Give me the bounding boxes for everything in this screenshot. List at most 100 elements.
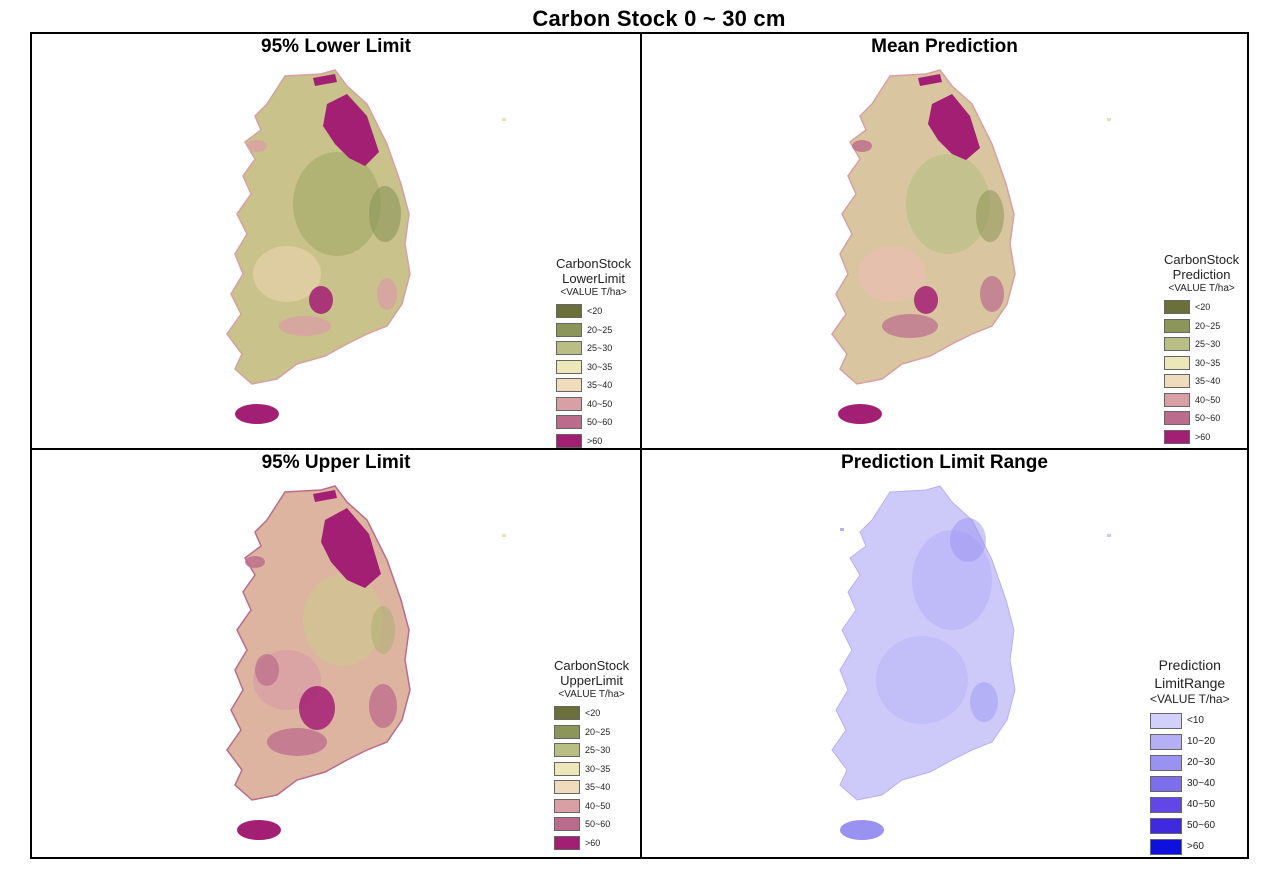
legend-label: >60 bbox=[1187, 841, 1204, 852]
legend-swatch bbox=[554, 761, 580, 776]
legend-label: 40~50 bbox=[587, 398, 613, 409]
legend-item: 20~25 bbox=[556, 321, 631, 340]
legend-swatch bbox=[1164, 337, 1190, 352]
legend-label: 20~25 bbox=[587, 324, 613, 335]
legend-item: 35~40 bbox=[556, 376, 631, 395]
legend-item: >60 bbox=[556, 432, 631, 449]
legend-item: 30~35 bbox=[556, 358, 631, 377]
legend-item: 40~50 bbox=[554, 797, 629, 816]
legend-label: 30~40 bbox=[1187, 778, 1216, 789]
legend-item: 25~30 bbox=[1164, 335, 1239, 354]
legend-item: <20 bbox=[556, 302, 631, 321]
legend-item: 40~50 bbox=[1150, 794, 1230, 815]
legend-item: 20~30 bbox=[1150, 752, 1230, 773]
legend-label: <20 bbox=[1195, 302, 1211, 313]
legend-label: 25~30 bbox=[585, 745, 611, 756]
legend-item: 35~40 bbox=[554, 778, 629, 797]
panel-title: Prediction Limit Range bbox=[841, 452, 1048, 473]
legend-swatch bbox=[554, 798, 580, 813]
panel-mean-prediction: Mean Prediction CarbonStock Prediction <… bbox=[642, 34, 1247, 450]
legend-item: 10~20 bbox=[1150, 731, 1230, 752]
panel-prediction-limit-range: Prediction Limit Range Prediction LimitR… bbox=[642, 450, 1247, 857]
legend-swatch bbox=[554, 817, 580, 832]
legend-swatch bbox=[554, 743, 580, 758]
legend-item: 20~25 bbox=[554, 723, 629, 742]
legend-item: 30~40 bbox=[1150, 773, 1230, 794]
legend-label: 35~40 bbox=[1195, 376, 1221, 387]
legend-label: 30~35 bbox=[587, 361, 613, 372]
legend-swatch bbox=[554, 780, 580, 795]
legend-label: <20 bbox=[587, 306, 603, 317]
legend-label: 20~25 bbox=[585, 726, 611, 737]
legend-unit: <VALUE T/ha> bbox=[558, 689, 625, 700]
legend-label: 50~60 bbox=[587, 417, 613, 428]
legend-swatch bbox=[556, 359, 582, 374]
legend-title-line: LimitRange bbox=[1154, 675, 1226, 691]
legend-label: <20 bbox=[585, 708, 601, 719]
legend-item: 20~25 bbox=[1164, 317, 1239, 336]
legend-swatch bbox=[556, 322, 582, 337]
legend: CarbonStock LowerLimit <VALUE T/ha> <20 2… bbox=[556, 256, 632, 449]
legend-label: >60 bbox=[585, 837, 601, 848]
map-grid: 95% Lower Limit CarbonStock LowerLimit <… bbox=[30, 32, 1249, 859]
legend-swatch bbox=[1150, 775, 1182, 792]
legend-swatch bbox=[1164, 429, 1190, 444]
legend-item: 40~50 bbox=[556, 395, 631, 414]
legend-swatch bbox=[1150, 817, 1182, 834]
panel-lower-limit: 95% Lower Limit CarbonStock LowerLimit <… bbox=[32, 34, 642, 450]
korea-map bbox=[226, 485, 506, 840]
panel-title: 95% Upper Limit bbox=[261, 452, 411, 473]
legend-label: 50~60 bbox=[1195, 413, 1221, 424]
legend-swatch bbox=[1150, 796, 1182, 813]
legend-swatch bbox=[556, 304, 582, 319]
legend: CarbonStock Prediction <VALUE T/ha> <20 2… bbox=[1164, 252, 1239, 446]
legend-swatch bbox=[1150, 838, 1182, 855]
legend-item: 30~35 bbox=[554, 760, 629, 779]
legend-unit: <VALUE T/ha> bbox=[1150, 692, 1230, 706]
legend-label: 30~35 bbox=[1195, 357, 1221, 368]
legend-title-line: UpperLimit bbox=[560, 673, 623, 688]
legend-swatch bbox=[1164, 355, 1190, 370]
legend-swatch bbox=[556, 396, 582, 411]
legend: CarbonStock UpperLimit <VALUE T/ha> <20 2… bbox=[554, 658, 629, 852]
legend-label: 50~60 bbox=[1187, 820, 1216, 831]
legend-label: 50~60 bbox=[585, 819, 611, 830]
legend-swatch bbox=[1164, 300, 1190, 315]
legend-swatch bbox=[556, 341, 582, 356]
legend-item: 25~30 bbox=[556, 339, 631, 358]
legend-title-line: CarbonStock bbox=[556, 256, 632, 271]
legend-swatch bbox=[556, 433, 582, 448]
legend-label: 25~30 bbox=[587, 343, 613, 354]
legend-swatch bbox=[556, 415, 582, 430]
legend-title-line: LowerLimit bbox=[562, 271, 625, 286]
legend-label: 25~30 bbox=[1195, 339, 1221, 350]
legend-item: 50~60 bbox=[1164, 409, 1239, 428]
panel-title: 95% Lower Limit bbox=[261, 36, 411, 57]
legend-label: 20~25 bbox=[1195, 320, 1221, 331]
legend-title-line: Prediction bbox=[1158, 657, 1221, 673]
legend-item: <20 bbox=[1164, 298, 1239, 317]
legend-title-line: CarbonStock bbox=[1164, 252, 1240, 267]
legend-label: 30~35 bbox=[585, 763, 611, 774]
legend-item: 50~60 bbox=[554, 815, 629, 834]
legend-item: >60 bbox=[554, 834, 629, 853]
legend-unit: <VALUE T/ha> bbox=[560, 287, 627, 298]
legend-item: 25~30 bbox=[554, 741, 629, 760]
legend-label: 10~20 bbox=[1187, 736, 1216, 747]
legend-label: 40~50 bbox=[1187, 799, 1216, 810]
legend-swatch bbox=[1164, 411, 1190, 426]
legend-item: 50~60 bbox=[556, 413, 631, 432]
legend-label: >60 bbox=[587, 435, 603, 446]
legend-label: >60 bbox=[1195, 431, 1211, 442]
figure-title: Carbon Stock 0 ~ 30 cm bbox=[532, 6, 786, 31]
legend-item: <20 bbox=[554, 704, 629, 723]
legend-item: 40~50 bbox=[1164, 391, 1239, 410]
legend-label: 40~50 bbox=[1195, 394, 1221, 405]
legend: Prediction LimitRange <VALUE T/ha> <10 10… bbox=[1150, 656, 1230, 857]
legend-item: <10 bbox=[1150, 710, 1230, 731]
legend-swatch bbox=[1164, 392, 1190, 407]
legend-label: 20~30 bbox=[1187, 757, 1216, 768]
legend-swatch bbox=[556, 378, 582, 393]
legend-item: >60 bbox=[1150, 836, 1230, 857]
legend-swatch bbox=[1164, 374, 1190, 389]
